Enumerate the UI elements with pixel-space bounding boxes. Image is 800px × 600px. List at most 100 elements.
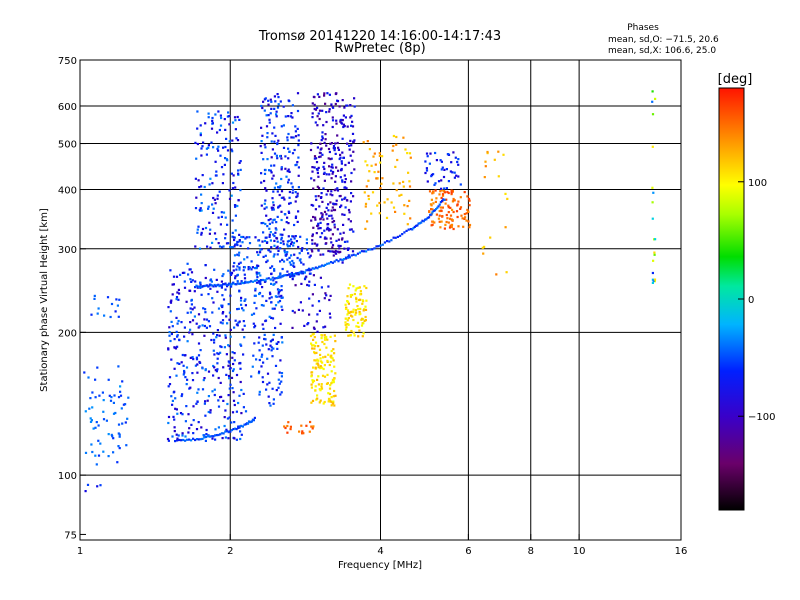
- data-point: [99, 484, 102, 487]
- data-point: [269, 340, 272, 343]
- phase-stats-o: mean, sd,O: −71.5, 20.6: [608, 35, 719, 45]
- data-point: [432, 202, 435, 205]
- data-point: [363, 319, 366, 322]
- data-point: [236, 204, 239, 208]
- data-point: [311, 170, 314, 173]
- data-point: [188, 331, 191, 334]
- data-point: [424, 171, 427, 175]
- data-point: [204, 276, 207, 280]
- data-point: [301, 309, 304, 312]
- data-point: [289, 425, 292, 428]
- data-point: [188, 268, 191, 271]
- data-point: [327, 285, 330, 288]
- data-point: [322, 356, 325, 359]
- data-point: [493, 158, 496, 161]
- data-point: [217, 149, 220, 152]
- data-point: [257, 264, 260, 268]
- data-point: [271, 317, 275, 320]
- data-point: [286, 274, 289, 277]
- data-point: [170, 395, 173, 398]
- data-point: [394, 165, 397, 168]
- data-point: [290, 182, 293, 185]
- data-point: [258, 393, 261, 396]
- data-point: [264, 187, 267, 190]
- data-point: [312, 187, 315, 190]
- chart-subtitle: RwPretec (8p): [334, 41, 425, 56]
- data-point: [329, 228, 332, 231]
- data-point: [204, 284, 207, 287]
- data-point: [329, 193, 332, 196]
- data-point: [255, 307, 258, 310]
- data-point: [184, 354, 187, 357]
- data-point: [220, 345, 223, 349]
- data-point: [177, 288, 180, 291]
- data-point: [314, 366, 317, 369]
- data-point: [271, 307, 274, 310]
- data-point: [250, 313, 254, 316]
- data-point: [300, 261, 303, 264]
- data-point: [290, 238, 293, 241]
- data-point: [250, 260, 253, 263]
- data-point: [238, 394, 241, 397]
- data-point: [319, 221, 322, 224]
- data-point: [183, 280, 186, 283]
- data-point: [191, 308, 194, 311]
- data-point: [316, 115, 319, 118]
- data-point: [215, 238, 218, 241]
- data-point: [203, 377, 206, 380]
- data-point: [269, 344, 272, 347]
- data-point: [316, 267, 319, 270]
- data-point: [322, 264, 325, 267]
- data-point: [217, 307, 221, 310]
- data-point: [402, 180, 405, 183]
- data-point: [351, 132, 355, 135]
- data-point: [431, 211, 434, 214]
- data-point: [254, 324, 257, 327]
- data-point: [326, 189, 330, 193]
- data-point: [222, 245, 225, 248]
- data-point: [212, 332, 215, 335]
- data-point: [350, 144, 353, 147]
- data-point: [449, 214, 453, 217]
- data-point: [230, 421, 233, 424]
- data-point: [263, 279, 266, 282]
- data-point: [196, 231, 199, 234]
- data-point: [311, 102, 314, 105]
- data-point: [329, 237, 332, 240]
- data-point: [352, 318, 355, 322]
- data-point: [311, 427, 314, 430]
- data-point: [178, 438, 181, 442]
- data-point: [339, 244, 342, 248]
- data-point: [173, 426, 176, 429]
- data-point: [234, 277, 237, 280]
- data-point: [439, 206, 442, 209]
- data-point: [272, 201, 275, 204]
- data-point: [324, 236, 327, 239]
- data-point: [249, 280, 253, 283]
- data-point: [251, 266, 254, 269]
- data-point: [261, 353, 264, 356]
- data-point: [495, 273, 498, 276]
- data-point: [403, 204, 406, 207]
- data-point: [216, 362, 219, 365]
- data-point: [84, 410, 87, 413]
- data-point: [95, 421, 98, 424]
- data-point: [271, 177, 274, 180]
- data-point: [279, 272, 282, 275]
- data-point: [280, 285, 283, 288]
- data-point: [360, 324, 364, 327]
- data-point: [191, 279, 194, 282]
- data-point: [241, 328, 244, 331]
- data-point: [270, 156, 273, 159]
- data-point: [169, 300, 172, 303]
- data-point: [278, 299, 282, 303]
- data-point: [442, 190, 445, 193]
- data-point: [263, 333, 266, 336]
- data-point: [219, 223, 222, 226]
- data-point: [195, 402, 198, 405]
- data-point: [91, 391, 94, 394]
- data-point: [117, 432, 120, 435]
- data-point: [254, 236, 257, 239]
- data-point: [287, 178, 290, 181]
